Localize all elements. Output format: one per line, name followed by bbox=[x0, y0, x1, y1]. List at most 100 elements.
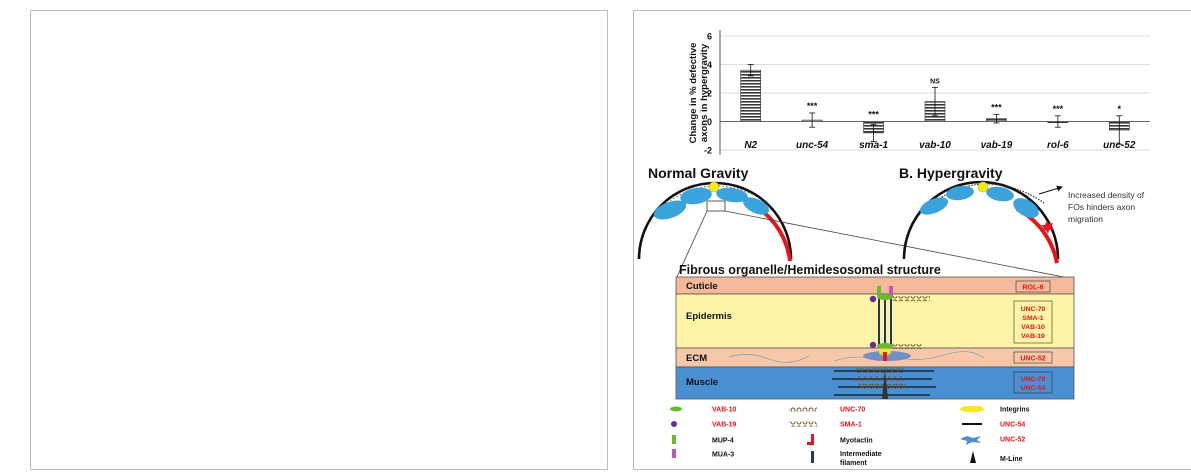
significance-sma-1: *** bbox=[868, 110, 879, 120]
legend-unc52-label: UNC-52 bbox=[1000, 437, 1025, 444]
y-axis-label: Change in % defective axons in hypergrav… bbox=[688, 43, 710, 144]
legend-intermediate-symbol bbox=[811, 451, 814, 463]
normal-integrin-dot bbox=[708, 181, 720, 193]
vab10-bottom bbox=[877, 343, 893, 349]
hyper-arrow bbox=[1038, 185, 1063, 195]
muscle-protein-unc70: UNC-70 bbox=[1021, 376, 1046, 383]
bar-N2 bbox=[740, 69, 762, 122]
y-axis-label-line2: axons in hypergravity bbox=[699, 43, 710, 142]
significance-vab-10: NS bbox=[930, 78, 940, 85]
legend-sma1-label: SMA-1 bbox=[840, 422, 862, 429]
hyper-note-line1: Increased density of bbox=[1068, 190, 1145, 200]
legend-intermediate-label-line2: filament bbox=[840, 460, 868, 467]
m-line-marker bbox=[882, 369, 888, 399]
legend-unc70-symbol bbox=[789, 406, 817, 412]
fo-column bbox=[832, 286, 936, 399]
zoom-line-left bbox=[675, 210, 708, 280]
legend-mline-label: M-Line bbox=[1000, 456, 1023, 463]
legend-vab10-label: VAB-10 bbox=[712, 407, 736, 414]
muscle-label: Muscle bbox=[686, 377, 718, 388]
epidermis-protein-vab10: VAB-10 bbox=[1021, 324, 1045, 331]
bars: ******NS*** *** * bbox=[740, 64, 1130, 145]
epidermis-layer bbox=[675, 293, 1075, 349]
cuticle-protein-box bbox=[1015, 280, 1051, 293]
vab10-top bbox=[877, 294, 893, 300]
legend-unc54-label: UNC-54 bbox=[1000, 422, 1025, 429]
normal-gravity-diagram: Normal Gravity bbox=[637, 165, 1075, 280]
hyper-red-segment bbox=[1016, 207, 1059, 264]
y-axis-label-line1: Change in % defective bbox=[688, 43, 699, 144]
legend-unc52-symbol bbox=[960, 436, 981, 445]
y-tick-label: 4 bbox=[707, 60, 712, 70]
mup4-top bbox=[877, 286, 881, 296]
legend-myotactin-foot bbox=[807, 442, 814, 445]
muscle-protein-box bbox=[1013, 371, 1053, 394]
legend-vab19-symbol bbox=[671, 421, 677, 427]
zoom-box bbox=[706, 200, 726, 212]
legend-mua3-symbol bbox=[672, 449, 676, 458]
significance-unc-52: * bbox=[1118, 104, 1122, 114]
epidermis-protein-unc70: UNC-70 bbox=[1021, 306, 1046, 313]
unc70-chain-top bbox=[892, 296, 930, 301]
legend-myotactin-label: Myotactin bbox=[840, 438, 873, 445]
significance-unc-54: *** bbox=[807, 101, 818, 111]
legend-integrins-label: Integrins bbox=[1000, 407, 1030, 414]
normal-fo-blobs bbox=[653, 187, 770, 220]
hyper-note-line2: FOs hinders axon bbox=[1068, 202, 1135, 212]
muscle-protein-unc54: UNC-54 bbox=[1021, 385, 1046, 392]
ecm-protein-box bbox=[1013, 351, 1053, 364]
hypergravity-diagram: B. Hypergravity Increased density of FOs… bbox=[899, 165, 1145, 264]
y-tick-labels: -2 0 2 4 6 bbox=[704, 32, 712, 156]
unc70-chains-muscle bbox=[854, 368, 906, 389]
normal-gravity-title: Normal Gravity bbox=[648, 165, 749, 181]
y-tick-label: 0 bbox=[707, 117, 712, 127]
myotactin-marker bbox=[883, 352, 887, 361]
legend-vab19-label: VAB-19 bbox=[712, 422, 736, 429]
legend-myotactin-symbol bbox=[811, 434, 814, 445]
cuticle-label: Cuticle bbox=[686, 281, 718, 292]
significance-vab-19: *** bbox=[991, 102, 1002, 112]
epidermis-protein-vab19: VAB-19 bbox=[1021, 333, 1045, 340]
fo-structure: Fibrous organelle/Hemidesosomal structur… bbox=[675, 263, 1075, 400]
normal-body-arc bbox=[637, 181, 793, 260]
legend-mup4-label: MUP-4 bbox=[712, 438, 734, 445]
x-tick-label-sma-1: sma-1 bbox=[859, 140, 888, 151]
right-figure-panel: -2 0 2 4 6 *** *** NS *** *** * N2 unc-54 sma-1 vab-… bbox=[633, 10, 1191, 470]
epidermis-protein-box bbox=[1013, 300, 1053, 344]
vab19-bottom bbox=[869, 341, 877, 349]
epidermis-label: Epidermis bbox=[686, 311, 732, 322]
hyper-red-star bbox=[1041, 221, 1054, 234]
hyper-fo-ticks bbox=[918, 183, 1045, 216]
x-tick-label-unc-52: unc-52 bbox=[1103, 140, 1136, 151]
legend: VAB-10 VAB-19 MUP-4 MUA-3 UNC-70 SMA-1 M… bbox=[670, 405, 1030, 467]
legend-mline-symbol bbox=[970, 451, 976, 463]
hyper-integrin-dot bbox=[977, 181, 989, 193]
hyper-fo-blobs bbox=[919, 185, 1039, 218]
x-tick-label-unc-54: unc-54 bbox=[796, 140, 829, 151]
ecm-label: ECM bbox=[686, 353, 707, 364]
x-tick-label-N2: N2 bbox=[744, 140, 757, 151]
x-tick-label-rol-6: rol-6 bbox=[1047, 140, 1069, 151]
x-tick-labels: N2 unc-54 sma-1 vab-10 vab-19 rol-6 unc-52 bbox=[744, 140, 1136, 151]
hyper-note-line3: migration bbox=[1068, 214, 1103, 224]
legend-integrins-symbol bbox=[960, 405, 984, 413]
legend-unc70-label: UNC-70 bbox=[840, 407, 865, 414]
y-tick-label: 2 bbox=[707, 89, 712, 99]
structure-title: Fibrous organelle/Hemidesosomal structur… bbox=[679, 263, 941, 277]
y-tick-label: -2 bbox=[704, 146, 712, 156]
legend-sma1-symbol bbox=[789, 421, 817, 427]
vab19-top bbox=[869, 295, 877, 303]
legend-intermediate-label-line1: Intermediate bbox=[840, 451, 882, 458]
x-tick-label-vab-19: vab-19 bbox=[981, 140, 1013, 151]
left-figure-panel bbox=[30, 10, 608, 470]
cuticle-layer bbox=[675, 276, 1075, 295]
legend-vab10-symbol bbox=[670, 406, 682, 412]
hypergravity-title: B. Hypergravity bbox=[899, 165, 1003, 181]
zoom-line-right bbox=[724, 210, 1075, 280]
ecm-protein-unc52: UNC-52 bbox=[1020, 356, 1045, 363]
epidermis-protein-sma1: SMA-1 bbox=[1022, 315, 1043, 322]
y-tick-label: 6 bbox=[707, 32, 712, 42]
legend-mup4-symbol bbox=[672, 435, 676, 444]
